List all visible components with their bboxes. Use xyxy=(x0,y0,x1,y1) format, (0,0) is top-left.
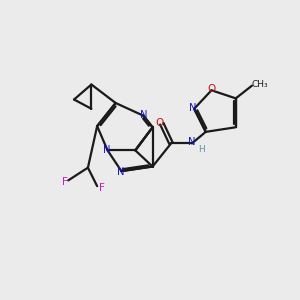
Text: F: F xyxy=(99,184,105,194)
Text: O: O xyxy=(155,118,163,128)
Text: N: N xyxy=(103,145,110,155)
Text: N: N xyxy=(140,110,147,119)
Text: F: F xyxy=(62,176,68,187)
Text: N: N xyxy=(188,137,196,147)
Text: N: N xyxy=(116,167,124,177)
Text: H: H xyxy=(198,145,205,154)
Text: O: O xyxy=(207,84,216,94)
Text: N: N xyxy=(189,103,196,112)
Text: CH₃: CH₃ xyxy=(252,80,268,89)
